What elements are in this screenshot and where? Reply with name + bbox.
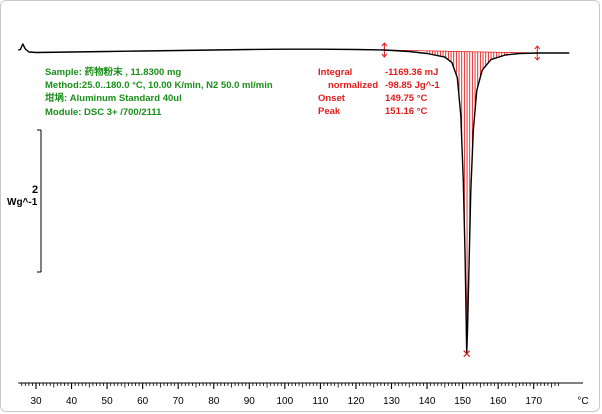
sample-info: Sample: 药物粉末 , 11.8300 mg bbox=[45, 67, 182, 78]
onset-value: 149.75 °C bbox=[385, 93, 428, 104]
x-tick-label: 70 bbox=[173, 396, 185, 407]
y-scale-value: 2 bbox=[32, 184, 39, 196]
x-tick-label: 160 bbox=[490, 396, 507, 407]
x-tick-label: 170 bbox=[525, 396, 542, 407]
x-tick-label: 140 bbox=[419, 396, 436, 407]
peak-marker bbox=[463, 350, 471, 358]
normalized-value: -98.85 Jg^-1 bbox=[385, 80, 440, 91]
integration-baseline bbox=[384, 49, 538, 54]
x-tick-label: 30 bbox=[30, 396, 42, 407]
peak-label: Peak bbox=[318, 106, 341, 117]
x-tick-label: 90 bbox=[244, 396, 256, 407]
module-info: Module: DSC 3+ /700/2111 bbox=[45, 107, 162, 118]
crucible-info: 坩埚: Aluminum Standard 40ul bbox=[45, 93, 182, 104]
x-tick-label: 150 bbox=[454, 396, 471, 407]
dsc-curve bbox=[18, 43, 570, 355]
method-info: Method:25.0..180.0 °C, 10.00 K/min, N2 5… bbox=[45, 80, 273, 91]
onset-label: Onset bbox=[318, 93, 345, 104]
y-scale-label: Wg^-1 bbox=[7, 197, 38, 208]
x-tick-label: 110 bbox=[312, 396, 328, 407]
x-axis-unit: °C bbox=[577, 396, 588, 407]
integration-limit-arrow-left bbox=[381, 42, 388, 58]
integration-limit-arrow-right bbox=[534, 45, 541, 61]
x-tick-label: 50 bbox=[102, 396, 114, 407]
x-tick-label: 120 bbox=[348, 396, 365, 407]
x-tick-label: 40 bbox=[66, 396, 78, 407]
integral-label: Integral bbox=[318, 67, 353, 78]
integral-value: -1169.36 mJ bbox=[385, 67, 439, 78]
peak-value: 151.16 °C bbox=[385, 106, 428, 117]
x-tick-label: 80 bbox=[208, 396, 220, 407]
x-tick-label: 60 bbox=[137, 396, 149, 407]
normalized-label: normalized bbox=[328, 80, 379, 91]
x-tick-label: 130 bbox=[383, 396, 400, 407]
x-tick-label: 100 bbox=[277, 396, 294, 407]
